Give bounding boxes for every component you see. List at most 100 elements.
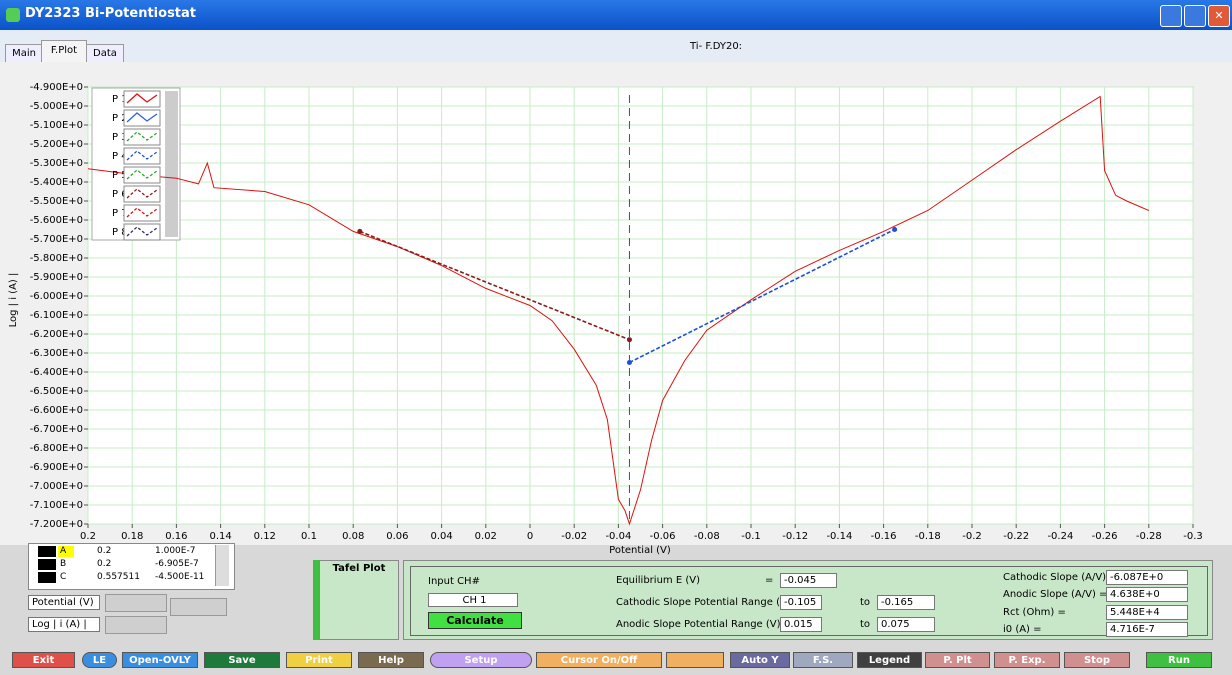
y-tick-label: -6.700E+0 — [30, 424, 83, 435]
x-tick-label: -0.28 — [1136, 531, 1162, 542]
button[interactable]: P. Exp. — [994, 652, 1060, 668]
button[interactable]: P. Plt — [925, 652, 990, 668]
x-tick-label: -0.12 — [782, 531, 808, 542]
cursor-y: -4.500E-11 — [155, 572, 205, 582]
legend-label: P 7 — [112, 208, 128, 219]
legend-label: P 6 — [112, 189, 128, 200]
to-label: to — [860, 619, 871, 630]
cursor-scroll[interactable] — [215, 545, 229, 586]
cursor-name: B — [60, 559, 67, 569]
legend-swatch — [126, 226, 158, 237]
result-value[interactable]: 4.716E-7 — [1106, 622, 1188, 637]
minimize[interactable] — [1160, 5, 1182, 27]
y-tick-label: -7.000E+0 — [30, 481, 83, 492]
result-value[interactable]: -6.087E+0 — [1106, 570, 1188, 585]
window-title: DY2323 Bi-Potentiostat — [25, 6, 197, 21]
tab-bar: Main F.Plot Data Ti- F.DY20: — [0, 30, 1232, 63]
anod-to[interactable]: 0.075 — [877, 617, 935, 632]
legend-icon — [123, 109, 161, 127]
y-tick-label: -5.100E+0 — [30, 120, 83, 131]
result-value[interactable]: 4.638E+0 — [1106, 587, 1188, 602]
legend-label: P 2 — [112, 113, 128, 124]
legend-icon — [123, 185, 161, 203]
button[interactable]: Auto Y — [730, 652, 790, 668]
input-label: Input CH# — [428, 576, 480, 587]
cath-to[interactable]: -0.165 — [877, 595, 935, 610]
y-tools[interactable] — [105, 616, 167, 634]
close[interactable]: ✕ — [1208, 5, 1230, 27]
y-tick-label: -7.200E+0 — [30, 519, 83, 530]
legend-scrollbar[interactable] — [165, 91, 178, 237]
tab[interactable]: Data — [86, 44, 124, 62]
to-label: to — [860, 597, 871, 608]
x-tick-label: -0.3 — [1183, 531, 1203, 542]
anod-from[interactable]: 0.015 — [780, 617, 822, 632]
y-field[interactable]: Log | i (A) | — [28, 617, 100, 632]
button[interactable]: Setup — [430, 652, 532, 668]
x-tick-label: -0.02 — [561, 531, 587, 542]
x-tick-label: 0.2 — [80, 531, 96, 542]
legend-swatch — [126, 131, 158, 142]
button[interactable]: Cursor On/Off — [536, 652, 662, 668]
cursor-style-button[interactable] — [666, 652, 724, 668]
button[interactable]: Legend — [857, 652, 922, 668]
x-tools[interactable] — [105, 594, 167, 612]
x-tick-label: -0.22 — [1003, 531, 1029, 542]
y-tick-label: -7.100E+0 — [30, 500, 83, 511]
x-field[interactable]: Potential (V) — [28, 595, 100, 610]
y-tick-label: -6.900E+0 — [30, 462, 83, 473]
tafel-title: Tafel Plot — [332, 563, 386, 574]
series-line — [87, 95, 1149, 526]
x-tick-label: 0.06 — [386, 531, 408, 542]
anod-label: Anodic Slope Potential Range (V) = — [616, 619, 793, 630]
title-bar: DY2323 Bi-Potentiostat ✕ — [0, 0, 1232, 30]
result-value[interactable]: 5.448E+4 — [1106, 605, 1188, 620]
x-tick-label: -0.08 — [694, 531, 720, 542]
legend-swatch — [126, 112, 158, 123]
y-tick-label: -4.900E+0 — [30, 82, 83, 93]
button[interactable]: Exit — [12, 652, 75, 668]
button[interactable]: Open-OVLY — [122, 652, 198, 668]
maximize[interactable] — [1184, 5, 1206, 27]
legend-swatch — [126, 150, 158, 161]
file-name: Ti- F.DY20: — [690, 41, 743, 52]
graph-tools[interactable] — [170, 598, 227, 616]
button[interactable]: Save — [204, 652, 280, 668]
button[interactable]: LE — [82, 652, 117, 668]
result-label: i0 (A) = — [1003, 624, 1042, 635]
button[interactable]: Stop — [1064, 652, 1130, 668]
legend-swatch — [126, 169, 158, 180]
button[interactable]: F.S. — [793, 652, 853, 668]
legend-label: P 4 — [112, 151, 128, 162]
x-tick-label: 0 — [527, 531, 533, 542]
x-tick-label: 0.1 — [301, 531, 317, 542]
x-tick-label: -0.16 — [871, 531, 897, 542]
legend-icon — [123, 166, 161, 184]
button[interactable]: Help — [358, 652, 424, 668]
cursor-name: C — [60, 572, 67, 582]
y-tick-label: -5.800E+0 — [30, 253, 83, 264]
y-tick-label: -5.700E+0 — [30, 234, 83, 245]
cursor-y: 1.000E-7 — [155, 546, 196, 556]
x-tick-label: 0.12 — [254, 531, 276, 542]
x-tick-label: -0.18 — [915, 531, 941, 542]
cursor-x: 0.2 — [97, 546, 112, 556]
y-axis-label: Log | i (A) | — [8, 273, 19, 328]
legend-icon — [123, 90, 161, 108]
button[interactable]: Run — [1146, 652, 1212, 668]
cursor-swatch — [38, 572, 56, 583]
eq-value[interactable]: -0.045 — [780, 573, 837, 588]
legend-swatch — [126, 188, 158, 199]
y-tick-label: -6.600E+0 — [30, 405, 83, 416]
input-value[interactable]: CH 1 — [428, 593, 518, 607]
legend-label: P 3 — [112, 132, 128, 143]
button[interactable]: Print — [286, 652, 352, 668]
x-tick-label: 0.14 — [209, 531, 231, 542]
calculate-button[interactable]: Calculate — [428, 612, 522, 629]
x-tick-label: -0.24 — [1047, 531, 1073, 542]
cath-from[interactable]: -0.105 — [780, 595, 822, 610]
y-tick-label: -6.200E+0 — [30, 329, 83, 340]
series-point — [892, 227, 898, 232]
x-axis-label: Potential (V) — [609, 545, 671, 556]
